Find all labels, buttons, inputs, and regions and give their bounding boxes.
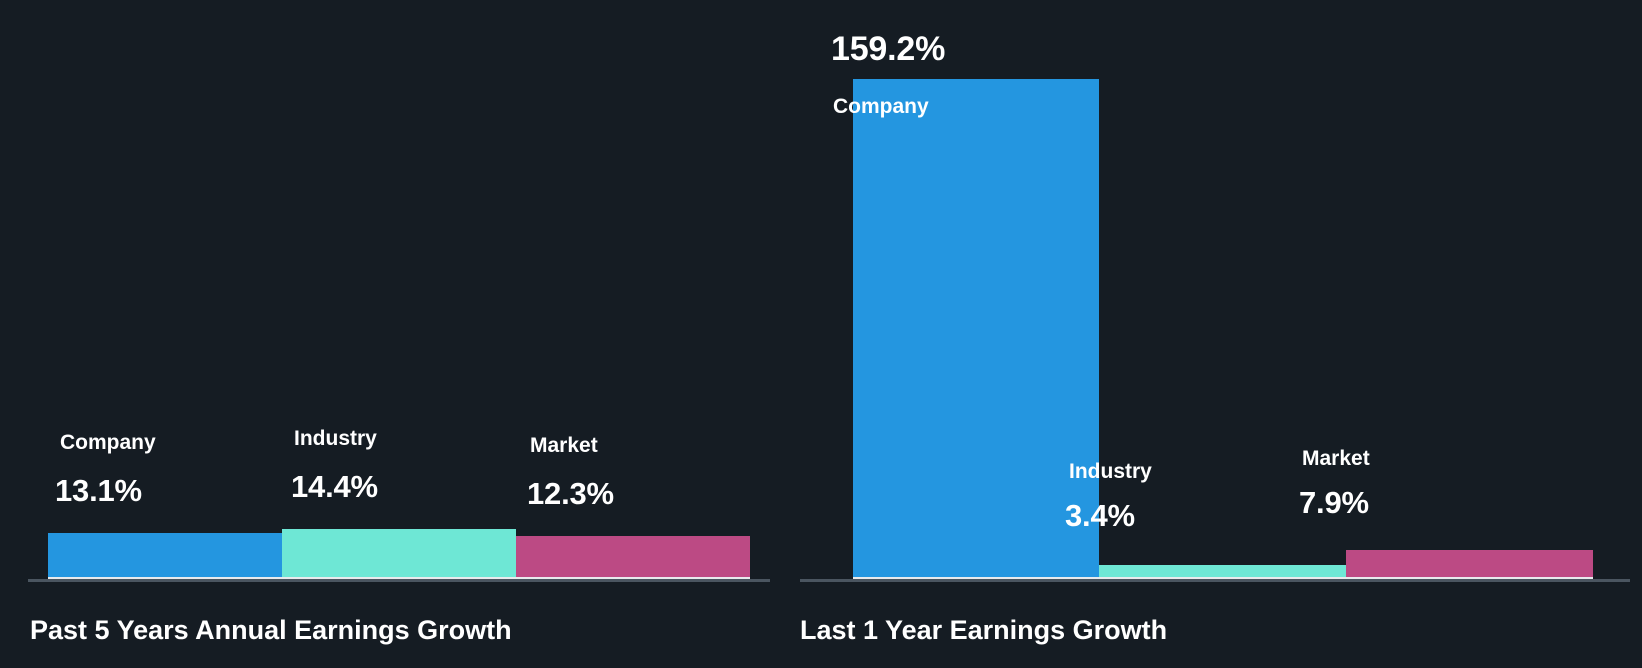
value-company-right: 159.2% bbox=[831, 30, 946, 68]
label-market-right: Market bbox=[1302, 447, 1370, 470]
value-industry-left: 14.4% bbox=[291, 469, 378, 504]
value-market-right: 7.9% bbox=[1299, 485, 1369, 520]
chart-panel-last-1-year: 159.2% Company Industry 3.4% Market 7.9%… bbox=[800, 0, 1642, 668]
label-market-left: Market bbox=[530, 434, 598, 457]
value-market-left: 12.3% bbox=[527, 476, 614, 511]
bar-industry-right bbox=[1099, 565, 1346, 579]
chart-caption-right: Last 1 Year Earnings Growth bbox=[800, 615, 1168, 645]
bar-company-left bbox=[48, 533, 282, 579]
bar-market-left bbox=[516, 536, 750, 579]
label-industry-right: Industry bbox=[1069, 460, 1152, 483]
label-industry-left: Industry bbox=[294, 427, 377, 450]
bar-industry-left bbox=[282, 529, 516, 579]
bar-market-right bbox=[1346, 550, 1593, 579]
label-company-left: Company bbox=[60, 431, 156, 454]
bar-company-right bbox=[853, 79, 1099, 579]
axis-highlight-left bbox=[48, 577, 750, 579]
axis-baseline-right bbox=[800, 579, 1630, 582]
axis-highlight-right bbox=[853, 577, 1593, 579]
value-industry-right: 3.4% bbox=[1065, 498, 1135, 533]
axis-baseline-left bbox=[28, 579, 770, 582]
plot-area-left: Company 13.1% Industry 14.4% Market 12.3… bbox=[0, 0, 800, 582]
label-company-right: Company bbox=[833, 95, 929, 118]
plot-area-right: 159.2% Company Industry 3.4% Market 7.9% bbox=[800, 0, 1642, 582]
chart-caption-left: Past 5 Years Annual Earnings Growth bbox=[30, 615, 512, 645]
value-company-left: 13.1% bbox=[55, 473, 142, 508]
chart-panel-past-5-years: Company 13.1% Industry 14.4% Market 12.3… bbox=[0, 0, 800, 668]
